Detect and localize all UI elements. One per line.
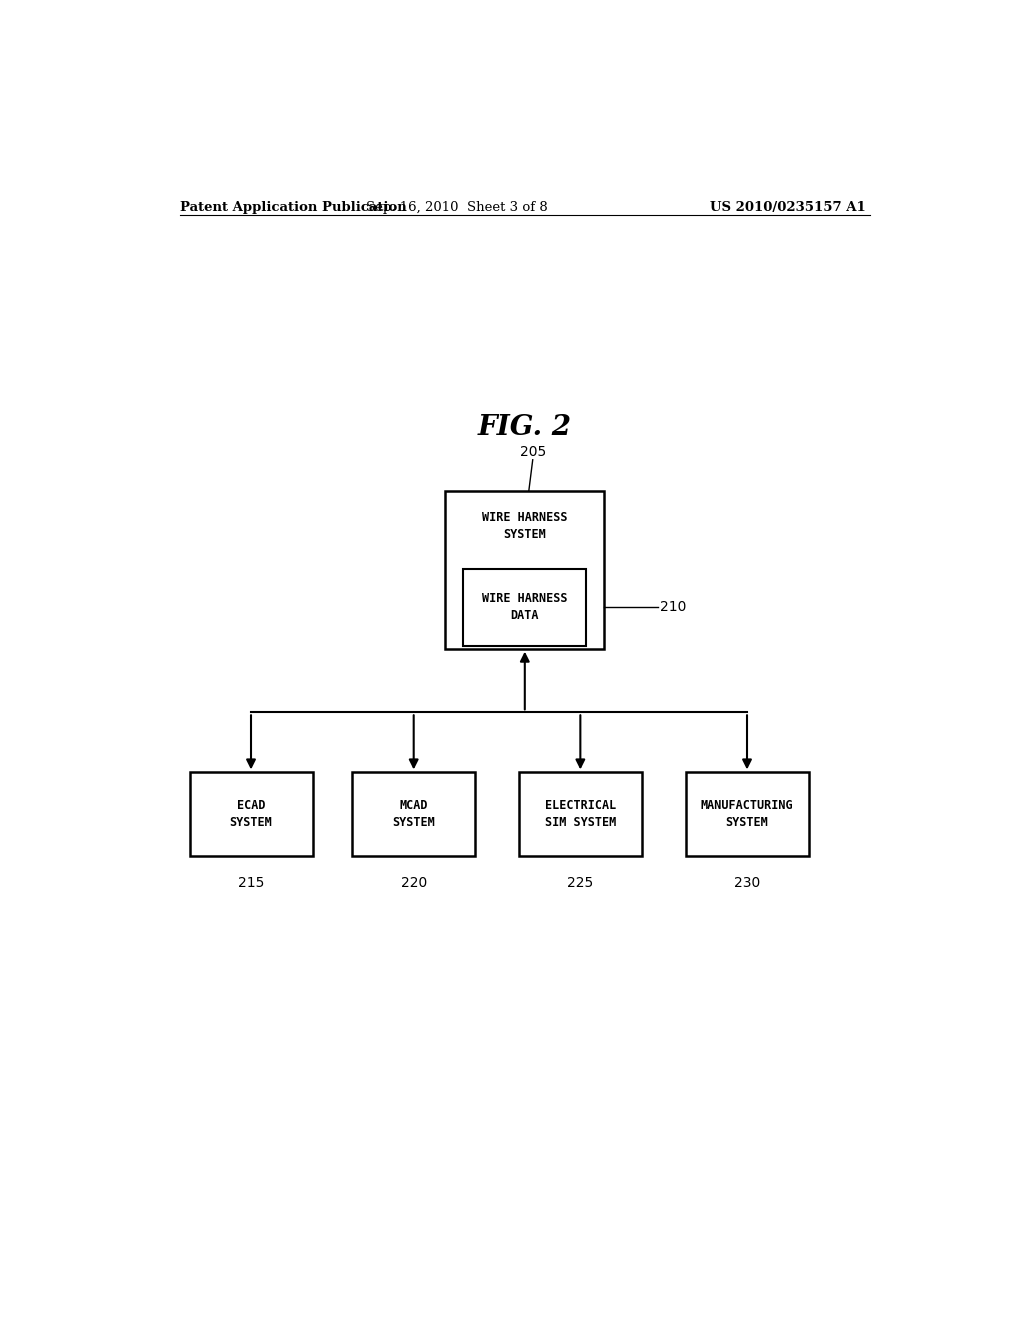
Text: Sep. 16, 2010  Sheet 3 of 8: Sep. 16, 2010 Sheet 3 of 8 — [367, 201, 548, 214]
Text: 210: 210 — [659, 601, 686, 614]
Bar — [189, 772, 312, 855]
Bar — [463, 569, 587, 645]
Text: ECAD
SYSTEM: ECAD SYSTEM — [229, 799, 272, 829]
Text: 215: 215 — [238, 876, 264, 890]
Bar — [445, 491, 604, 649]
Bar — [519, 772, 642, 855]
Text: WIRE HARNESS
SYSTEM: WIRE HARNESS SYSTEM — [482, 511, 567, 541]
Bar — [685, 772, 809, 855]
Text: 205: 205 — [519, 445, 546, 459]
Text: FIG. 2: FIG. 2 — [478, 414, 571, 441]
Text: 220: 220 — [400, 876, 427, 890]
Text: Patent Application Publication: Patent Application Publication — [179, 201, 407, 214]
Bar — [352, 772, 475, 855]
Text: WIRE HARNESS
DATA: WIRE HARNESS DATA — [482, 593, 567, 623]
Text: 230: 230 — [734, 876, 760, 890]
Text: ELECTRICAL
SIM SYSTEM: ELECTRICAL SIM SYSTEM — [545, 799, 616, 829]
Text: MCAD
SYSTEM: MCAD SYSTEM — [392, 799, 435, 829]
Text: US 2010/0235157 A1: US 2010/0235157 A1 — [711, 201, 866, 214]
Text: MANUFACTURING
SYSTEM: MANUFACTURING SYSTEM — [700, 799, 794, 829]
Text: 225: 225 — [567, 876, 594, 890]
